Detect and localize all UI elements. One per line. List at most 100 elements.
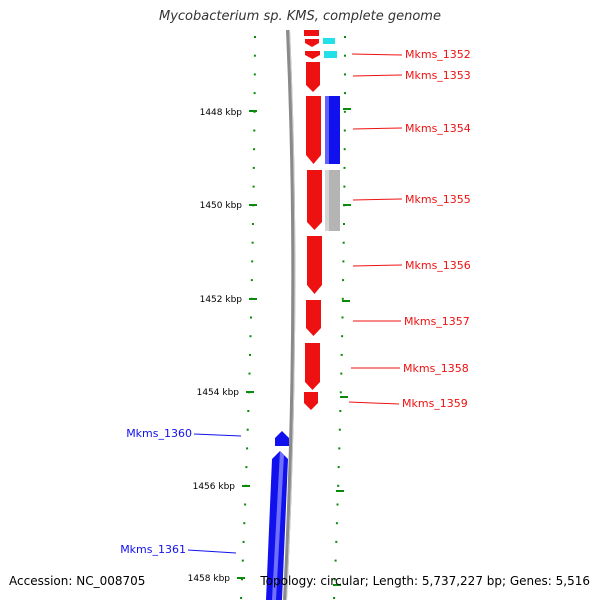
blue-feature-shade — [325, 96, 329, 164]
gray-feature-shade — [325, 170, 329, 231]
minor-tick — [245, 466, 248, 469]
genome-summary-text: Topology: circular; Length: 5,737,227 bp… — [260, 574, 590, 588]
minor-tick — [241, 559, 244, 562]
minor-tick — [254, 36, 256, 38]
axis-label: 1458 kbp — [188, 574, 231, 584]
gene-arrow — [305, 51, 320, 59]
minor-tick — [343, 110, 346, 113]
map-title: Mycobacterium sp. KMS, complete genome — [159, 9, 441, 24]
gene-label[interactable]: Mkms_1357 — [404, 315, 470, 328]
gene-leader-line — [193, 433, 242, 437]
minor-tick — [246, 428, 249, 431]
minor-tick — [250, 279, 253, 282]
gene-mkms-1361-shade — [272, 451, 284, 600]
minor-tick — [339, 410, 342, 412]
cyan-feature — [324, 51, 337, 58]
axis-major-tick — [249, 298, 257, 300]
minor-tick — [342, 279, 345, 282]
axis-label: 1450 kbp — [200, 201, 243, 211]
minor-tick — [343, 129, 346, 132]
gene-label[interactable]: Mkms_1359 — [402, 397, 468, 410]
minor-tick — [339, 391, 342, 394]
minor-tick — [338, 428, 341, 431]
minor-tick — [246, 447, 249, 450]
axis-label: 1456 kbp — [193, 482, 236, 492]
gene-leader-line — [187, 549, 237, 554]
gene-label[interactable]: Mkms_1360 — [126, 427, 192, 440]
minor-tick — [342, 241, 345, 244]
genome-backbone-highlight — [286, 29, 296, 600]
gene-label[interactable]: Mkms_1352 — [405, 48, 471, 61]
minor-tick — [251, 223, 254, 225]
minor-tick — [253, 148, 256, 151]
minor-tick — [343, 185, 346, 188]
minor-tick — [241, 578, 243, 581]
right-major-tick — [342, 300, 350, 302]
minor-tick — [251, 260, 254, 263]
minor-tick — [251, 241, 254, 244]
gene-label[interactable]: Mkms_1354 — [405, 122, 471, 135]
minor-tick — [341, 297, 344, 300]
minor-tick — [336, 503, 339, 506]
minor-tick — [240, 597, 243, 599]
gene-mkms-1355 — [307, 170, 322, 230]
minor-tick — [334, 559, 337, 562]
minor-tick — [335, 522, 338, 525]
minor-tick — [344, 36, 346, 38]
gene-mkms-1354 — [306, 96, 321, 164]
axis-labels: 1448 kbp 1450 kbp 1452 kbp 1454 kbp 1456… — [188, 108, 257, 584]
reverse-genes — [266, 431, 289, 600]
axis-major-tick — [237, 577, 245, 579]
gene-label[interactable]: Mkms_1361 — [120, 543, 186, 556]
gene-leader-line — [352, 198, 403, 201]
minor-tick — [343, 148, 346, 151]
axis-major-tick — [249, 110, 257, 112]
second-track — [323, 38, 340, 231]
cyan-feature — [323, 38, 335, 44]
gene-mkms-1360 — [275, 431, 289, 446]
gene-fragment — [304, 30, 319, 36]
minor-tick — [344, 92, 346, 95]
minor-tick — [342, 260, 345, 263]
gene-label[interactable]: Mkms_1358 — [403, 362, 469, 375]
right-tick-ladder — [333, 36, 346, 599]
minor-tick — [343, 223, 345, 225]
genome-backbone — [283, 29, 296, 600]
minor-tick — [333, 597, 336, 599]
right-major-ticks — [333, 108, 351, 586]
right-major-tick — [343, 204, 351, 206]
minor-tick — [253, 129, 256, 132]
minor-tick — [344, 54, 346, 57]
minor-tick — [341, 335, 344, 338]
axis-major-tick — [249, 204, 257, 206]
axis-label: 1452 kbp — [200, 295, 243, 305]
gene-mkms-1357 — [306, 300, 321, 336]
gene-leader-line — [352, 264, 403, 267]
gene-leader-line — [352, 127, 403, 130]
gene-leader-line — [352, 74, 403, 77]
right-major-tick — [333, 584, 341, 586]
axis-major-tick — [242, 485, 250, 487]
minor-tick — [253, 73, 256, 76]
gene-label-group — [348, 53, 403, 405]
gene-leader-line — [348, 401, 400, 405]
minor-tick — [249, 335, 252, 338]
gene-label[interactable]: Mkms_1356 — [405, 259, 471, 272]
gene-leader-line — [351, 53, 403, 56]
gene-mkms-1353 — [306, 62, 320, 92]
forward-genes — [304, 30, 322, 410]
minor-tick — [340, 372, 343, 375]
minor-tick — [252, 185, 255, 188]
minor-tick — [244, 503, 247, 506]
minor-tick — [248, 372, 251, 375]
left-tick-ladder — [240, 36, 256, 599]
right-major-tick — [343, 108, 351, 110]
minor-tick — [335, 540, 338, 543]
gene-label[interactable]: Mkms_1353 — [405, 69, 471, 82]
axis-major-tick — [246, 391, 254, 393]
minor-tick — [337, 466, 340, 469]
gene-mkms-1356 — [307, 236, 322, 294]
right-major-tick — [340, 396, 348, 398]
gene-label[interactable]: Mkms_1355 — [405, 193, 471, 206]
